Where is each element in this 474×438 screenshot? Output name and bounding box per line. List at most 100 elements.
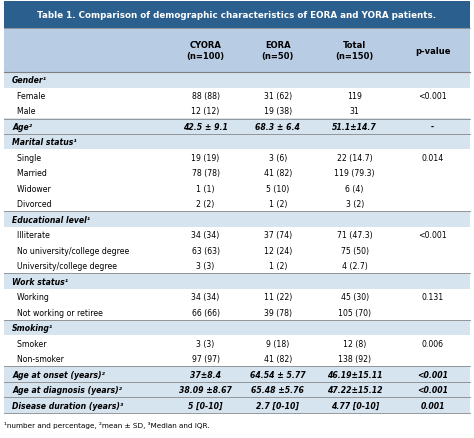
Bar bbox=[4, 336, 470, 351]
Text: 12 (12): 12 (12) bbox=[191, 107, 219, 116]
Text: 68.3 ± 6.4: 68.3 ± 6.4 bbox=[255, 123, 300, 131]
Text: <0.001: <0.001 bbox=[417, 385, 448, 394]
Text: 5 [0-10]: 5 [0-10] bbox=[188, 401, 223, 410]
Text: 46.19±15.11: 46.19±15.11 bbox=[327, 370, 383, 379]
Bar bbox=[4, 181, 470, 197]
Text: Age²: Age² bbox=[12, 123, 32, 131]
Text: 38.09 ±8.67: 38.09 ±8.67 bbox=[179, 385, 232, 394]
Text: 34 (34): 34 (34) bbox=[191, 231, 219, 240]
Text: 5 (10): 5 (10) bbox=[266, 184, 290, 193]
Text: 51.1±14.7: 51.1±14.7 bbox=[332, 123, 377, 131]
Bar bbox=[4, 274, 470, 290]
Text: 19 (38): 19 (38) bbox=[264, 107, 292, 116]
Bar bbox=[4, 351, 470, 367]
Text: 71 (47.3): 71 (47.3) bbox=[337, 231, 373, 240]
Text: 0.014: 0.014 bbox=[421, 153, 444, 162]
Text: 0.131: 0.131 bbox=[421, 293, 444, 301]
Text: 12 (8): 12 (8) bbox=[343, 339, 366, 348]
Bar bbox=[4, 398, 470, 413]
Text: 41 (82): 41 (82) bbox=[264, 169, 292, 178]
Text: 2.7 [0-10]: 2.7 [0-10] bbox=[256, 401, 299, 410]
Text: 75 (50): 75 (50) bbox=[341, 246, 369, 255]
Text: 3 (3): 3 (3) bbox=[196, 339, 215, 348]
Text: 22 (14.7): 22 (14.7) bbox=[337, 153, 373, 162]
Bar bbox=[4, 382, 470, 398]
Text: EORA
(n=50): EORA (n=50) bbox=[262, 41, 294, 60]
Text: 0.006: 0.006 bbox=[422, 339, 444, 348]
Text: 45 (30): 45 (30) bbox=[341, 293, 369, 301]
Text: <0.001: <0.001 bbox=[419, 231, 447, 240]
Text: 6 (4): 6 (4) bbox=[346, 184, 364, 193]
Text: Gender¹: Gender¹ bbox=[12, 76, 47, 85]
Text: 4.77 [0-10]: 4.77 [0-10] bbox=[330, 401, 379, 410]
Text: 19 (19): 19 (19) bbox=[191, 153, 219, 162]
Bar bbox=[4, 197, 470, 212]
Bar bbox=[4, 320, 470, 336]
Bar bbox=[4, 290, 470, 305]
Text: 41 (82): 41 (82) bbox=[264, 354, 292, 364]
Text: 66 (66): 66 (66) bbox=[191, 308, 219, 317]
Text: 97 (97): 97 (97) bbox=[191, 354, 219, 364]
Text: 31 (62): 31 (62) bbox=[264, 92, 292, 100]
Text: 65.48 ±5.76: 65.48 ±5.76 bbox=[251, 385, 304, 394]
Text: Male: Male bbox=[12, 107, 36, 116]
Text: 9 (18): 9 (18) bbox=[266, 339, 290, 348]
Text: Smoker: Smoker bbox=[12, 339, 46, 348]
Text: No university/college degree: No university/college degree bbox=[12, 246, 129, 255]
Text: 42.5 ± 9.1: 42.5 ± 9.1 bbox=[183, 123, 228, 131]
Bar bbox=[4, 305, 470, 320]
Bar bbox=[4, 166, 470, 181]
Text: University/college degree: University/college degree bbox=[12, 261, 117, 271]
Text: Total
(n=150): Total (n=150) bbox=[336, 41, 374, 60]
Text: 1 (2): 1 (2) bbox=[269, 261, 287, 271]
Text: 88 (88): 88 (88) bbox=[191, 92, 219, 100]
Text: Table 1. Comparison of demographic characteristics of EORA and YORA patients.: Table 1. Comparison of demographic chara… bbox=[37, 11, 437, 20]
Text: 1 (1): 1 (1) bbox=[196, 184, 215, 193]
Text: -: - bbox=[431, 123, 434, 131]
Text: 34 (34): 34 (34) bbox=[191, 293, 219, 301]
Bar bbox=[4, 227, 470, 243]
Text: 119: 119 bbox=[347, 92, 362, 100]
Text: Work status¹: Work status¹ bbox=[12, 277, 68, 286]
Text: 0.001: 0.001 bbox=[420, 401, 445, 410]
Text: Female: Female bbox=[12, 92, 45, 100]
Text: Educational level¹: Educational level¹ bbox=[12, 215, 90, 224]
Text: 105 (70): 105 (70) bbox=[338, 308, 371, 317]
Text: 37±8.4: 37±8.4 bbox=[190, 370, 221, 379]
Text: 11 (22): 11 (22) bbox=[264, 293, 292, 301]
Text: Married: Married bbox=[12, 169, 47, 178]
Text: CYORA
(n=100): CYORA (n=100) bbox=[186, 41, 225, 60]
Text: 12 (24): 12 (24) bbox=[264, 246, 292, 255]
Text: 4 (2.7): 4 (2.7) bbox=[342, 261, 367, 271]
Bar bbox=[4, 243, 470, 258]
Text: 3 (3): 3 (3) bbox=[196, 261, 215, 271]
Text: 119 (79.3): 119 (79.3) bbox=[335, 169, 375, 178]
Text: Disease duration (years)³: Disease duration (years)³ bbox=[12, 401, 123, 410]
Text: 3 (2): 3 (2) bbox=[346, 200, 364, 209]
Bar bbox=[4, 212, 470, 227]
Text: 3 (6): 3 (6) bbox=[269, 153, 287, 162]
Text: 64.54 ± 5.77: 64.54 ± 5.77 bbox=[250, 370, 306, 379]
Text: ¹number and percentage, ²mean ± SD, ³Median and IQR.: ¹number and percentage, ²mean ± SD, ³Med… bbox=[4, 421, 210, 428]
Text: 1 (2): 1 (2) bbox=[269, 200, 287, 209]
Text: Widower: Widower bbox=[12, 184, 51, 193]
Bar bbox=[4, 258, 470, 274]
Text: Smoking¹: Smoking¹ bbox=[12, 324, 53, 332]
Bar bbox=[4, 104, 470, 119]
Bar bbox=[4, 88, 470, 104]
Text: 138 (92): 138 (92) bbox=[338, 354, 371, 364]
Bar bbox=[4, 2, 470, 29]
Text: 31: 31 bbox=[350, 107, 360, 116]
Text: 63 (63): 63 (63) bbox=[191, 246, 219, 255]
Text: 78 (78): 78 (78) bbox=[191, 169, 219, 178]
Text: Age at diagnosis (years)²: Age at diagnosis (years)² bbox=[12, 385, 122, 394]
Text: Single: Single bbox=[12, 153, 41, 162]
Text: 47.22±15.12: 47.22±15.12 bbox=[327, 385, 383, 394]
Text: <0.001: <0.001 bbox=[419, 92, 447, 100]
Text: Not working or retiree: Not working or retiree bbox=[12, 308, 103, 317]
Text: p-value: p-value bbox=[415, 46, 450, 55]
Text: Divorced: Divorced bbox=[12, 200, 52, 209]
Bar bbox=[4, 73, 470, 88]
Text: 39 (78): 39 (78) bbox=[264, 308, 292, 317]
Text: Working: Working bbox=[12, 293, 49, 301]
